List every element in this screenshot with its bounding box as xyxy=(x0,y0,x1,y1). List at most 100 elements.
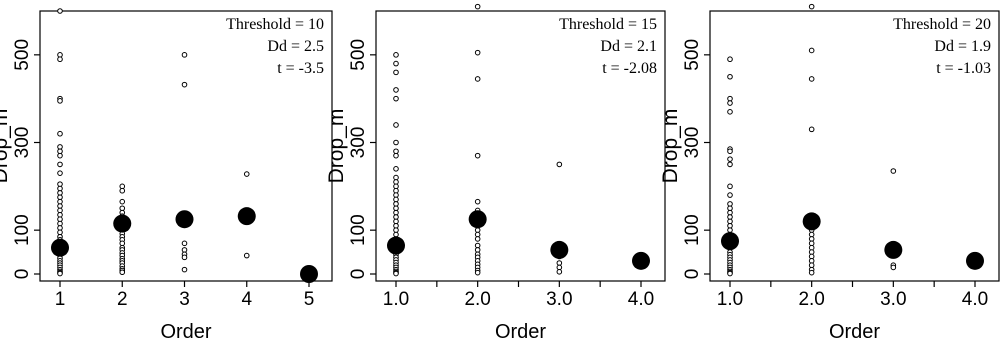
panel-threshold-10: 0 100 300 500 1 2 3 4 5 Order Drop_m Threshold = 10… xyxy=(0,8,333,343)
data-point xyxy=(474,198,481,205)
data-point xyxy=(57,130,63,137)
annotation: t = -3.5 xyxy=(277,60,324,77)
annotation: t = -2.08 xyxy=(602,60,657,77)
annotation: Dd = 1.9 xyxy=(934,38,991,55)
data-point xyxy=(243,171,250,177)
y-tick-label: 0 xyxy=(682,269,703,280)
data-point xyxy=(181,81,188,88)
data-point xyxy=(57,161,63,168)
data-point xyxy=(393,166,399,172)
y-tick-label: 500 xyxy=(682,39,703,71)
y-tick-label: 100 xyxy=(12,214,33,246)
data-point xyxy=(393,152,399,159)
annotation: Dd = 2.1 xyxy=(600,38,657,55)
x-axis-label: Order xyxy=(160,321,211,343)
data-point xyxy=(393,122,399,128)
data-point xyxy=(727,156,733,162)
x-tick-label: 3 xyxy=(179,289,190,310)
data-point xyxy=(727,56,733,63)
y-tick-label: 500 xyxy=(348,39,369,71)
mean-marker xyxy=(966,251,984,270)
mean-marker xyxy=(175,210,194,229)
data-point xyxy=(57,56,63,63)
x-tick-label: 2 xyxy=(117,289,128,310)
data-point xyxy=(57,8,63,14)
mean-marker xyxy=(300,265,318,283)
annotation: Dd = 2.5 xyxy=(267,38,324,55)
y-axis-label: Drop_m xyxy=(325,109,348,184)
data-point xyxy=(57,152,63,159)
mean-marker xyxy=(387,236,405,255)
data-point xyxy=(181,52,188,58)
data-point xyxy=(119,198,126,205)
x-tick-label: 1.0 xyxy=(383,289,409,310)
data-point xyxy=(57,98,63,104)
y-tick-label: 300 xyxy=(682,127,703,159)
data-point xyxy=(474,3,481,10)
data-point xyxy=(727,73,733,80)
mean-marker xyxy=(802,212,821,231)
plot-frame xyxy=(375,10,666,282)
y-tick-label: 300 xyxy=(348,127,369,159)
mean-marker xyxy=(632,251,650,270)
mean-marker xyxy=(51,238,69,257)
x-tick-label: 5 xyxy=(304,289,315,310)
panel-threshold-20: 0 100 300 500 1.0 2.0 3.0 4.0 Order Drop_m Thresho… xyxy=(659,3,1000,343)
y-axis-label: Drop_m xyxy=(659,109,682,184)
x-tick-label: 2.0 xyxy=(464,289,490,310)
x-tick-label: 1 xyxy=(55,289,66,310)
x-tick-label: 4.0 xyxy=(962,289,988,310)
x-tick-label: 3.0 xyxy=(880,289,906,310)
mean-marker xyxy=(113,214,132,233)
data-point xyxy=(57,170,63,176)
data-point xyxy=(808,3,815,10)
panel-threshold-15: 0 100 300 500 1.0 2.0 3.0 4.0 Order Drop_m Thresho… xyxy=(325,3,666,343)
x-axis-label: Order xyxy=(829,321,880,343)
data-point xyxy=(808,47,815,54)
annotation: Threshold = 15 xyxy=(559,16,657,33)
y-tick-label: 300 xyxy=(12,127,33,159)
data-point xyxy=(181,240,188,247)
data-point xyxy=(727,109,733,115)
plot-frame xyxy=(39,10,333,282)
plot-frame xyxy=(709,10,1000,282)
annotation: Threshold = 10 xyxy=(226,16,324,33)
data-point xyxy=(393,60,399,67)
x-tick-label: 4 xyxy=(241,289,252,310)
data-point xyxy=(119,269,126,276)
mean-marker xyxy=(550,240,569,259)
data-point xyxy=(808,269,815,276)
mean-marker xyxy=(721,232,739,251)
data-point xyxy=(393,87,399,93)
x-tick-label: 2.0 xyxy=(798,289,824,310)
data-point xyxy=(727,161,733,168)
y-tick-label: 100 xyxy=(682,214,703,246)
data-point xyxy=(727,100,733,106)
data-point xyxy=(474,49,481,56)
data-point xyxy=(181,254,188,261)
data-point xyxy=(393,95,399,102)
x-tick-label: 3.0 xyxy=(546,289,572,310)
x-tick-label: 1.0 xyxy=(717,289,743,310)
data-point xyxy=(474,269,481,276)
annotation: t = -1.03 xyxy=(936,60,991,77)
mean-marker xyxy=(237,207,256,226)
annotation: Threshold = 20 xyxy=(893,16,991,33)
data-point xyxy=(474,152,481,159)
mean-marker xyxy=(884,240,903,259)
data-point xyxy=(727,270,733,277)
data-point xyxy=(119,187,126,194)
data-point xyxy=(808,126,815,133)
x-axis-label: Order xyxy=(495,321,546,343)
data-point xyxy=(181,266,188,273)
data-point xyxy=(393,270,399,277)
y-tick-label: 100 xyxy=(348,214,369,246)
data-point xyxy=(556,161,563,168)
data-point xyxy=(727,148,733,155)
data-point xyxy=(474,76,481,82)
data-point xyxy=(243,252,250,259)
data-point xyxy=(474,236,481,242)
y-tick-label: 0 xyxy=(12,269,33,280)
y-tick-label: 500 xyxy=(12,39,33,71)
